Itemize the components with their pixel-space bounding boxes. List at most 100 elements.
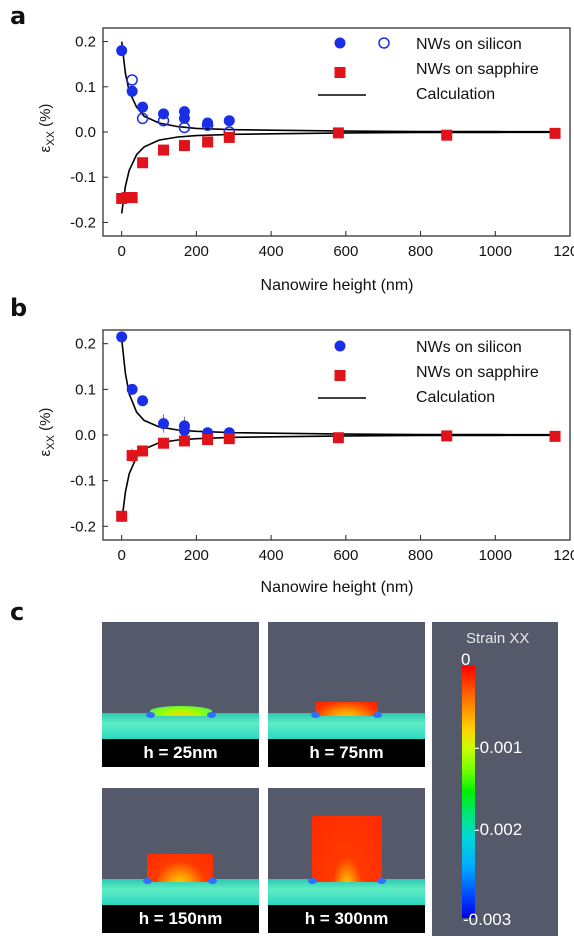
point-sapphire [223,433,235,445]
point-sapphire [441,129,453,141]
point-silicon-open [178,121,191,134]
point-sapphire [126,450,138,462]
legend-entry: NWs on silicon [416,339,522,356]
sim-panel-75nm: h = 75nm [268,622,425,767]
sim-label-300nm: h = 300nm [268,905,425,933]
substrate [102,713,259,739]
sim-label-75nm: h = 75nm [268,739,425,767]
sim-label-25nm: h = 25nm [102,739,259,767]
series-points-a [116,45,561,204]
point-silicon-open [126,74,138,86]
edge-spot-left [146,712,155,718]
y-tick-label: 0.1 [75,79,96,96]
y-ticks-b: 0.2 0.1 0.0 -0.1 -0.2 [70,336,108,535]
y-tick-label: 0.0 [75,427,96,444]
y-tick-label: -0.2 [70,214,96,231]
point-sapphire [178,140,190,152]
x-tick-label: 0 [118,547,126,564]
point-silicon [137,101,149,113]
legend-entry: Calculation [416,86,495,103]
colorbar-tick-1: -0.001 [474,738,523,757]
x-tick-label: 1000 [479,243,512,260]
point-silicon [126,383,138,395]
x-tick-label: 600 [333,547,358,564]
y-tick-label: -0.2 [70,518,96,535]
y-axis-label-b: εXX (%) [37,408,57,457]
x-tick-label: 400 [259,243,284,260]
calculation-line [120,131,556,214]
legend-marker-silicon [334,37,346,49]
point-sapphire [441,430,453,442]
y-tick-label: 0.0 [75,124,96,141]
colorbar-tick-3: -0.003 [463,910,512,929]
x-tick-label: 1200 [553,547,574,564]
nanowire-25nm [150,706,212,716]
x-ticks-b: 0 200 400 600 800 1000 1200 [118,535,574,564]
edge-spot-right [373,712,382,718]
point-sapphire [116,510,128,522]
edge-spot-right [377,878,386,884]
point-sapphire [178,435,190,447]
legend-marker-silicon [334,340,346,352]
chart-b: 0.20.10.0-0.1-0.2 020040060080010001200 … [37,329,574,596]
substrate [268,713,425,739]
legend-entry: Calculation [416,389,495,406]
sim-panel-300nm: h = 300nm [268,788,425,933]
legend-a: NWs on silicon NWs on sapphire Calculation [318,36,539,103]
x-axis-label-a: Nanowire height (nm) [261,277,414,294]
colorbar-tick-2: -0.002 [474,820,523,839]
point-silicon [223,115,235,127]
y-ticks-a: 0.2 0.1 0.0 -0.1 -0.2 [70,34,108,231]
point-sapphire [223,131,235,143]
chart-a: 0.20.10.0-0.1-0.2 020040060080010001200 … [37,27,574,294]
point-silicon [178,424,190,436]
point-sapphire [158,437,170,449]
x-tick-label: 800 [408,243,433,260]
sim-label-150nm: h = 150nm [102,905,259,933]
point-silicon [137,395,149,407]
y-tick-label: 0.2 [75,34,96,51]
point-silicon-open [201,119,214,131]
point-silicon [116,331,128,343]
edge-spot-left [311,712,320,718]
point-sapphire [332,127,344,139]
point-silicon [158,418,170,430]
substrate [102,879,259,905]
legend-marker-sapphire [334,370,346,381]
x-tick-label: 0 [118,243,126,260]
x-axis-label-b: Nanowire height (nm) [261,579,414,596]
y-tick-label: -0.1 [70,169,96,186]
nanowire-300nm [312,816,382,882]
point-sapphire [158,144,170,156]
legend-marker-silicon-open [378,37,390,49]
point-silicon-open [136,112,149,125]
legend-entry: NWs on sapphire [416,61,539,78]
edge-spot-left [143,878,152,884]
y-tick-label: 0.1 [75,381,96,398]
x-ticks-a: 0 200 400 600 800 1000 1200 [118,231,574,260]
edge-spot-right [208,878,217,884]
x-tick-label: 200 [184,547,209,564]
sim-panel-150nm: h = 150nm [102,788,259,933]
substrate [268,879,425,905]
sim-panel-25nm: h = 25nm [102,622,259,767]
panel-letter-b: b [10,294,28,322]
series-points-b [116,331,561,522]
colorbar-title: Strain XX [466,630,530,647]
calculation-line [120,434,556,522]
point-sapphire [126,192,138,204]
point-sapphire [137,157,149,169]
point-sapphire [549,430,561,442]
colorbar [462,666,475,918]
nanowire-75nm [315,702,378,716]
y-axis-label-a: εXX (%) [37,104,57,153]
nanowire-150nm [147,854,213,882]
x-tick-label: 200 [184,243,209,260]
point-silicon [116,45,128,57]
edge-spot-right [207,712,216,718]
edge-spot-left [308,878,317,884]
point-silicon [178,112,190,124]
x-tick-label: 400 [259,547,284,564]
legend-marker-sapphire [334,67,346,78]
point-sapphire [549,127,561,139]
